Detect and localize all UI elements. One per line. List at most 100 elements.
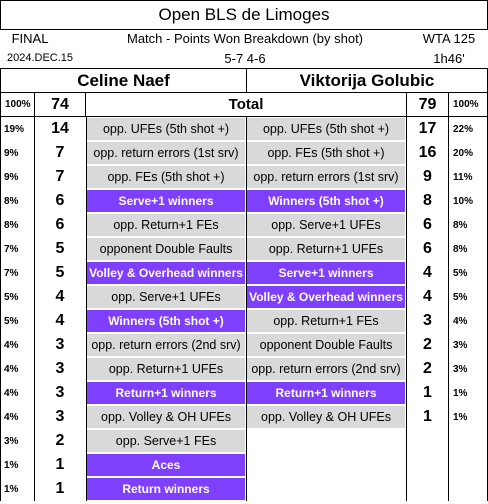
column-line [406,117,407,501]
percent: 19% [4,123,25,135]
percent: 4% [4,339,19,351]
percent: 9% [4,171,19,183]
value: 2 [423,336,432,353]
column-line [34,117,35,501]
percent: 8% [4,195,19,207]
shot-label: Volley & Overhead winners [87,262,245,284]
value: 3 [55,336,65,353]
tournament: WTA 125 [422,31,476,46]
value: 3 [423,312,432,329]
value: 1 [55,456,65,473]
value: 3 [55,360,65,377]
value: 6 [55,192,65,209]
percent: 5% [4,291,19,303]
shot-label: opp. return errors (2nd srv) [247,358,405,380]
date: 2024.DEC.15 [6,52,74,64]
percent: 3% [453,363,468,375]
shot-label: opp. return errors (1st srv) [87,142,245,164]
total-label: Total [85,92,407,117]
shot-label: opp. Volley & OH UFEs [247,406,405,428]
player-name: Celine Naef [0,68,247,93]
shot-label: opp. FEs (5th shot +) [247,142,405,164]
shot-label: Return+1 winners [247,382,405,404]
shot-label: opp. Serve+1 UFEs [87,286,245,308]
shot-label: Serve+1 winners [247,262,405,284]
value: 4 [55,312,65,329]
percent: 9% [4,147,19,159]
shot-label: Winners (5th shot +) [87,310,245,332]
percent: 3% [453,339,468,351]
value: 6 [423,240,432,257]
shot-label: opp. Serve+1 FEs [87,430,245,452]
percent: 8% [453,243,468,255]
percent: 3% [4,435,19,447]
value: 5 [55,240,65,257]
value: 14 [51,120,69,137]
shot-label: opp. return errors (1st srv) [247,166,405,188]
value: 17 [418,120,437,137]
player-name: Viktorija Golubic [246,68,488,93]
shot-label: opp. FEs (5th shot +) [87,166,245,188]
percent: 10% [453,195,474,207]
column-line [246,117,247,501]
total-value: 74 [34,92,86,117]
value: 1 [423,408,432,425]
title: Open BLS de Limoges [0,0,488,30]
percent: 11% [453,171,473,183]
value: 6 [423,216,432,233]
percent: 1% [4,483,19,495]
percent: 5% [453,267,468,279]
value: 9 [423,168,432,185]
percent: 100% [448,92,488,117]
value: 3 [55,384,65,401]
value: 4 [55,288,65,305]
percent: 1% [453,411,468,423]
value: 4 [423,288,432,305]
score: 5-7 4-6 [224,50,266,66]
shot-label: Return winners [87,478,245,500]
percent: 8% [453,219,468,231]
value: 1 [423,384,432,401]
percent: 4% [453,315,468,327]
percent: 7% [4,243,19,255]
value: 2 [55,432,65,449]
value: 7 [55,144,65,161]
shot-label: opp. UFEs (5th shot +) [87,118,245,140]
shot-label: opp. return errors (2nd srv) [87,334,245,356]
percent: 4% [4,411,19,423]
value: 4 [423,264,432,281]
percent: 4% [4,363,19,375]
value: 2 [423,360,432,377]
percent: 20% [453,147,474,159]
percent: 100% [0,92,35,117]
shot-label: opp. Return+1 UFEs [87,358,245,380]
shot-label: opponent Double Faults [87,238,245,260]
column-line [86,117,87,501]
shot-label: opp. Volley & OH UFEs [87,406,245,428]
total-value: 79 [406,92,449,117]
value: 3 [55,408,65,425]
shot-label: opponent Double Faults [247,334,405,356]
percent: 7% [4,267,19,279]
duration: 1h46' [433,50,465,66]
percent: 1% [4,459,19,471]
shot-label: Return+1 winners [87,382,245,404]
subtitle: Match - Points Won Breakdown (by shot) [126,31,364,46]
shot-label: Serve+1 winners [87,190,245,212]
percent: 1% [453,387,468,399]
shot-label: opp. UFEs (5th shot +) [247,118,405,140]
column-line [448,117,449,501]
value: 8 [423,192,432,209]
shot-label: Aces [87,454,245,476]
shot-label: Winners (5th shot +) [247,190,405,212]
shot-label: opp. Return+1 UFEs [247,238,405,260]
percent: 4% [4,387,19,399]
column-line [0,117,1,501]
percent: 22% [453,123,474,135]
percent: 5% [4,315,19,327]
shot-label: opp. Return+1 FEs [87,214,245,236]
value: 16 [418,144,437,161]
percent: 5% [453,291,468,303]
value: 7 [55,168,65,185]
